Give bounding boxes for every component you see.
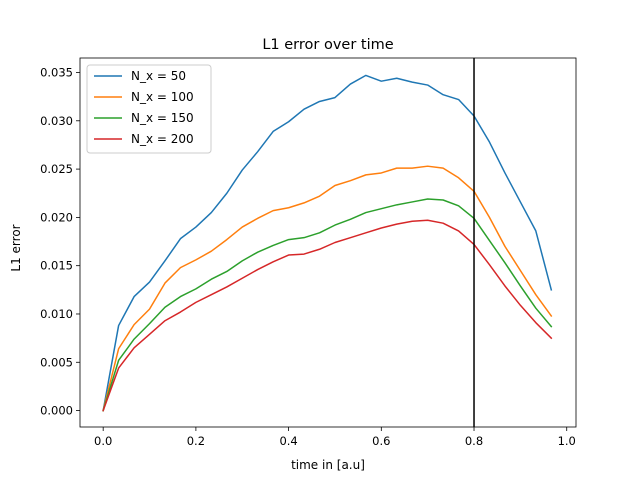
x-tick-label: 0.4 — [279, 434, 297, 448]
series-line-1 — [102, 74, 553, 412]
y-tick-label: 0.010 — [40, 307, 73, 321]
y-tick-label: 0.020 — [40, 210, 73, 224]
plot-area: 0.0 0.2 0.4 0.6 0.8 1.0 0.000 0.005 0.010 0.015 0.… — [40, 57, 577, 448]
y-tick-label: 0.015 — [40, 259, 73, 273]
x-tick-label: 0.6 — [372, 434, 390, 448]
y-tick-label: 0.025 — [40, 162, 73, 176]
legend-label: N_x = 150 — [131, 111, 194, 125]
series-line-3 — [102, 198, 553, 412]
y-tick-label: 0.035 — [40, 65, 73, 79]
series-line-4 — [102, 219, 553, 412]
y-tick-label: 0.005 — [40, 355, 73, 369]
x-tick-label: 0.2 — [187, 434, 205, 448]
axes-frame — [79, 57, 577, 428]
legend-box — [86, 64, 212, 154]
legend-label: N_x = 100 — [131, 90, 194, 104]
x-tick-label: 0.0 — [94, 434, 112, 448]
x-tick-label: 1.0 — [558, 434, 576, 448]
legend-label: N_x = 200 — [131, 132, 194, 146]
y-tick-label: 0.030 — [40, 114, 73, 128]
legend: N_x = 50 N_x = 100 N_x = 150 N_x = 200 — [86, 64, 212, 154]
y-axis-label: L1 error — [9, 224, 23, 271]
legend-label: N_x = 50 — [131, 69, 186, 83]
x-axis-label: time in [a.u] — [291, 458, 365, 472]
x-tick-label: 0.8 — [465, 434, 483, 448]
series-line-2 — [102, 165, 553, 412]
y-tick-label: 0.000 — [40, 404, 73, 418]
chart-title: L1 error over time — [262, 37, 393, 53]
